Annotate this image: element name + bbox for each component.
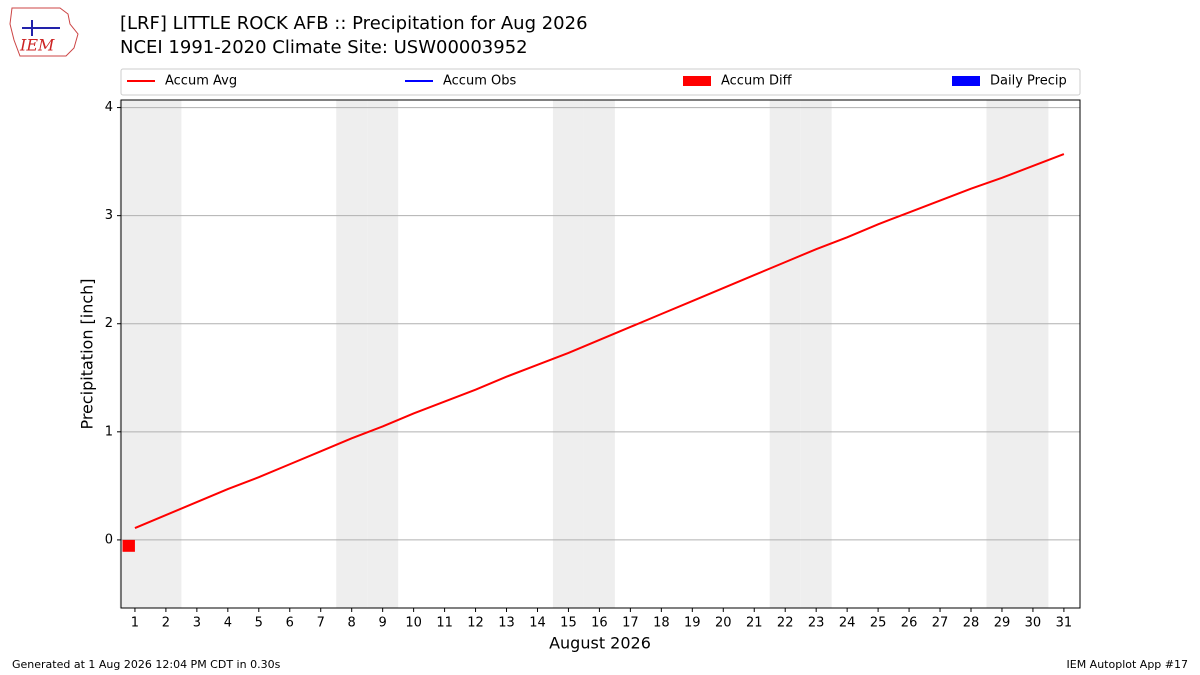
x-tick-label: 27: [932, 616, 949, 631]
weekend-shade: [1017, 100, 1049, 608]
x-tick-label: 6: [286, 616, 294, 631]
x-tick-label: 22: [777, 616, 794, 631]
bar: [122, 539, 135, 552]
y-tick-label: 2: [105, 316, 113, 331]
x-tick-label: 17: [622, 616, 639, 631]
x-tick-label: 12: [467, 616, 484, 631]
x-tick-label: 9: [379, 616, 387, 631]
legend-label: Accum Obs: [443, 74, 516, 89]
chart-title: [LRF] LITTLE ROCK AFB :: Precipitation f…: [120, 13, 588, 34]
weekend-shade: [119, 100, 151, 608]
x-tick-label: 25: [870, 616, 887, 631]
x-tick-label: 21: [746, 616, 763, 631]
legend-swatch: [952, 76, 980, 86]
logo-text: IEM: [19, 36, 55, 55]
x-tick-label: 15: [560, 616, 577, 631]
x-tick-label: 16: [591, 616, 608, 631]
x-tick-label: 18: [653, 616, 670, 631]
x-tick-label: 19: [684, 616, 701, 631]
legend-swatch: [683, 76, 711, 86]
weekend-shade: [552, 100, 584, 608]
x-tick-label: 2: [162, 616, 170, 631]
x-tick-label: 13: [498, 616, 515, 631]
footer-left: Generated at 1 Aug 2026 12:04 PM CDT in …: [12, 658, 281, 671]
y-tick-label: 3: [105, 208, 113, 223]
x-tick-label: 26: [901, 616, 918, 631]
legend-label: Accum Diff: [721, 74, 793, 89]
y-tick-label: 1: [105, 424, 113, 439]
x-tick-label: 11: [436, 616, 453, 631]
chart-subtitle: NCEI 1991-2020 Climate Site: USW00003952: [120, 37, 528, 58]
y-tick-label: 4: [105, 100, 113, 115]
x-tick-label: 24: [839, 616, 856, 631]
y-axis-label: Precipitation [inch]: [78, 278, 97, 429]
weekend-shade: [986, 100, 1018, 608]
weekend-shade: [336, 100, 368, 608]
x-tick-label: 3: [193, 616, 201, 631]
x-tick-label: 7: [317, 616, 325, 631]
x-tick-label: 23: [808, 616, 825, 631]
x-tick-label: 20: [715, 616, 732, 631]
x-tick-label: 1: [131, 616, 139, 631]
x-tick-label: 29: [994, 616, 1011, 631]
plot-frame: [120, 99, 1081, 609]
x-tick-label: 14: [529, 616, 546, 631]
y-tick-label: 0: [105, 532, 113, 547]
weekend-shade: [800, 100, 832, 608]
logo: IEM: [9, 7, 79, 57]
series-line: [134, 153, 1065, 529]
legend-label: Accum Avg: [165, 74, 237, 89]
weekend-shade: [150, 100, 182, 608]
x-tick-label: 31: [1056, 616, 1073, 631]
weekend-shade: [583, 100, 615, 608]
footer-right: IEM Autoplot App #17: [1067, 658, 1189, 671]
legend-box: [120, 68, 1081, 96]
x-tick-label: 8: [348, 616, 356, 631]
weekend-shade: [367, 100, 399, 608]
x-tick-label: 5: [255, 616, 263, 631]
x-axis-label: August 2026: [549, 634, 651, 653]
legend-label: Daily Precip: [990, 74, 1067, 89]
x-tick-label: 30: [1025, 616, 1042, 631]
x-tick-label: 28: [963, 616, 980, 631]
x-tick-label: 10: [405, 616, 422, 631]
x-tick-label: 4: [224, 616, 232, 631]
weekend-shade: [769, 100, 801, 608]
